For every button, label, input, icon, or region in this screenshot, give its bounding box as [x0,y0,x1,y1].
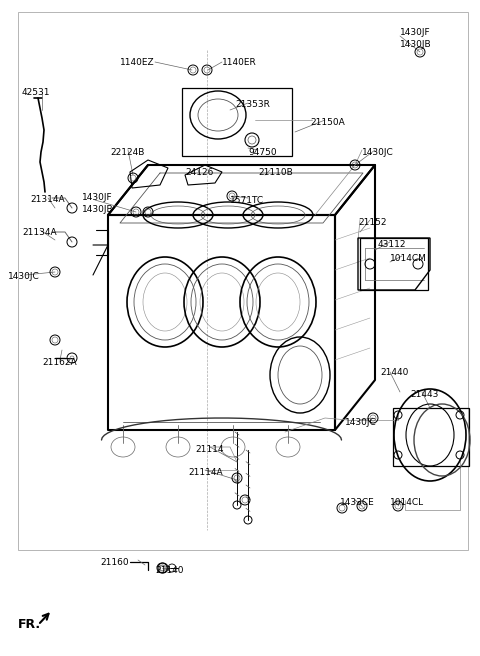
Text: 21353R: 21353R [235,100,270,109]
Bar [182,88,292,156]
Bar [360,238,428,290]
Bar [18,12,468,550]
Text: 21440: 21440 [380,368,408,377]
Text: 24126: 24126 [185,168,214,177]
Text: 1430JF: 1430JF [400,28,431,37]
Text: 21150A: 21150A [310,118,345,127]
Text: 1014CM: 1014CM [390,254,427,263]
Text: 21114: 21114 [195,445,224,454]
Text: 1014CL: 1014CL [390,498,424,507]
Text: 21152: 21152 [358,218,386,227]
Text: 1430JB: 1430JB [400,40,432,49]
Text: 21140: 21140 [155,566,183,575]
Text: 1430JC: 1430JC [345,418,377,427]
Text: 94750: 94750 [248,148,276,157]
Text: 43112: 43112 [378,240,407,249]
Text: 1430JC: 1430JC [362,148,394,157]
Text: 21110B: 21110B [258,168,293,177]
Text: 1140EZ: 1140EZ [120,58,155,67]
Text: 1430JC: 1430JC [8,272,40,281]
Text: 1433CE: 1433CE [340,498,375,507]
Text: 1430JB: 1430JB [82,205,114,214]
Text: 1571TC: 1571TC [230,196,264,205]
Text: 21314A: 21314A [30,195,65,204]
Text: 21114A: 21114A [188,468,223,477]
Text: 21134A: 21134A [22,228,57,237]
Text: FR.: FR. [18,618,41,631]
Text: 21443: 21443 [410,390,438,399]
Text: 22124B: 22124B [110,148,144,157]
Text: 21160: 21160 [100,558,129,567]
Text: 21162A: 21162A [42,358,77,367]
Text: 1140ER: 1140ER [222,58,257,67]
Text: 42531: 42531 [22,88,50,97]
Text: 1430JF: 1430JF [82,193,113,202]
Bar [393,408,469,466]
